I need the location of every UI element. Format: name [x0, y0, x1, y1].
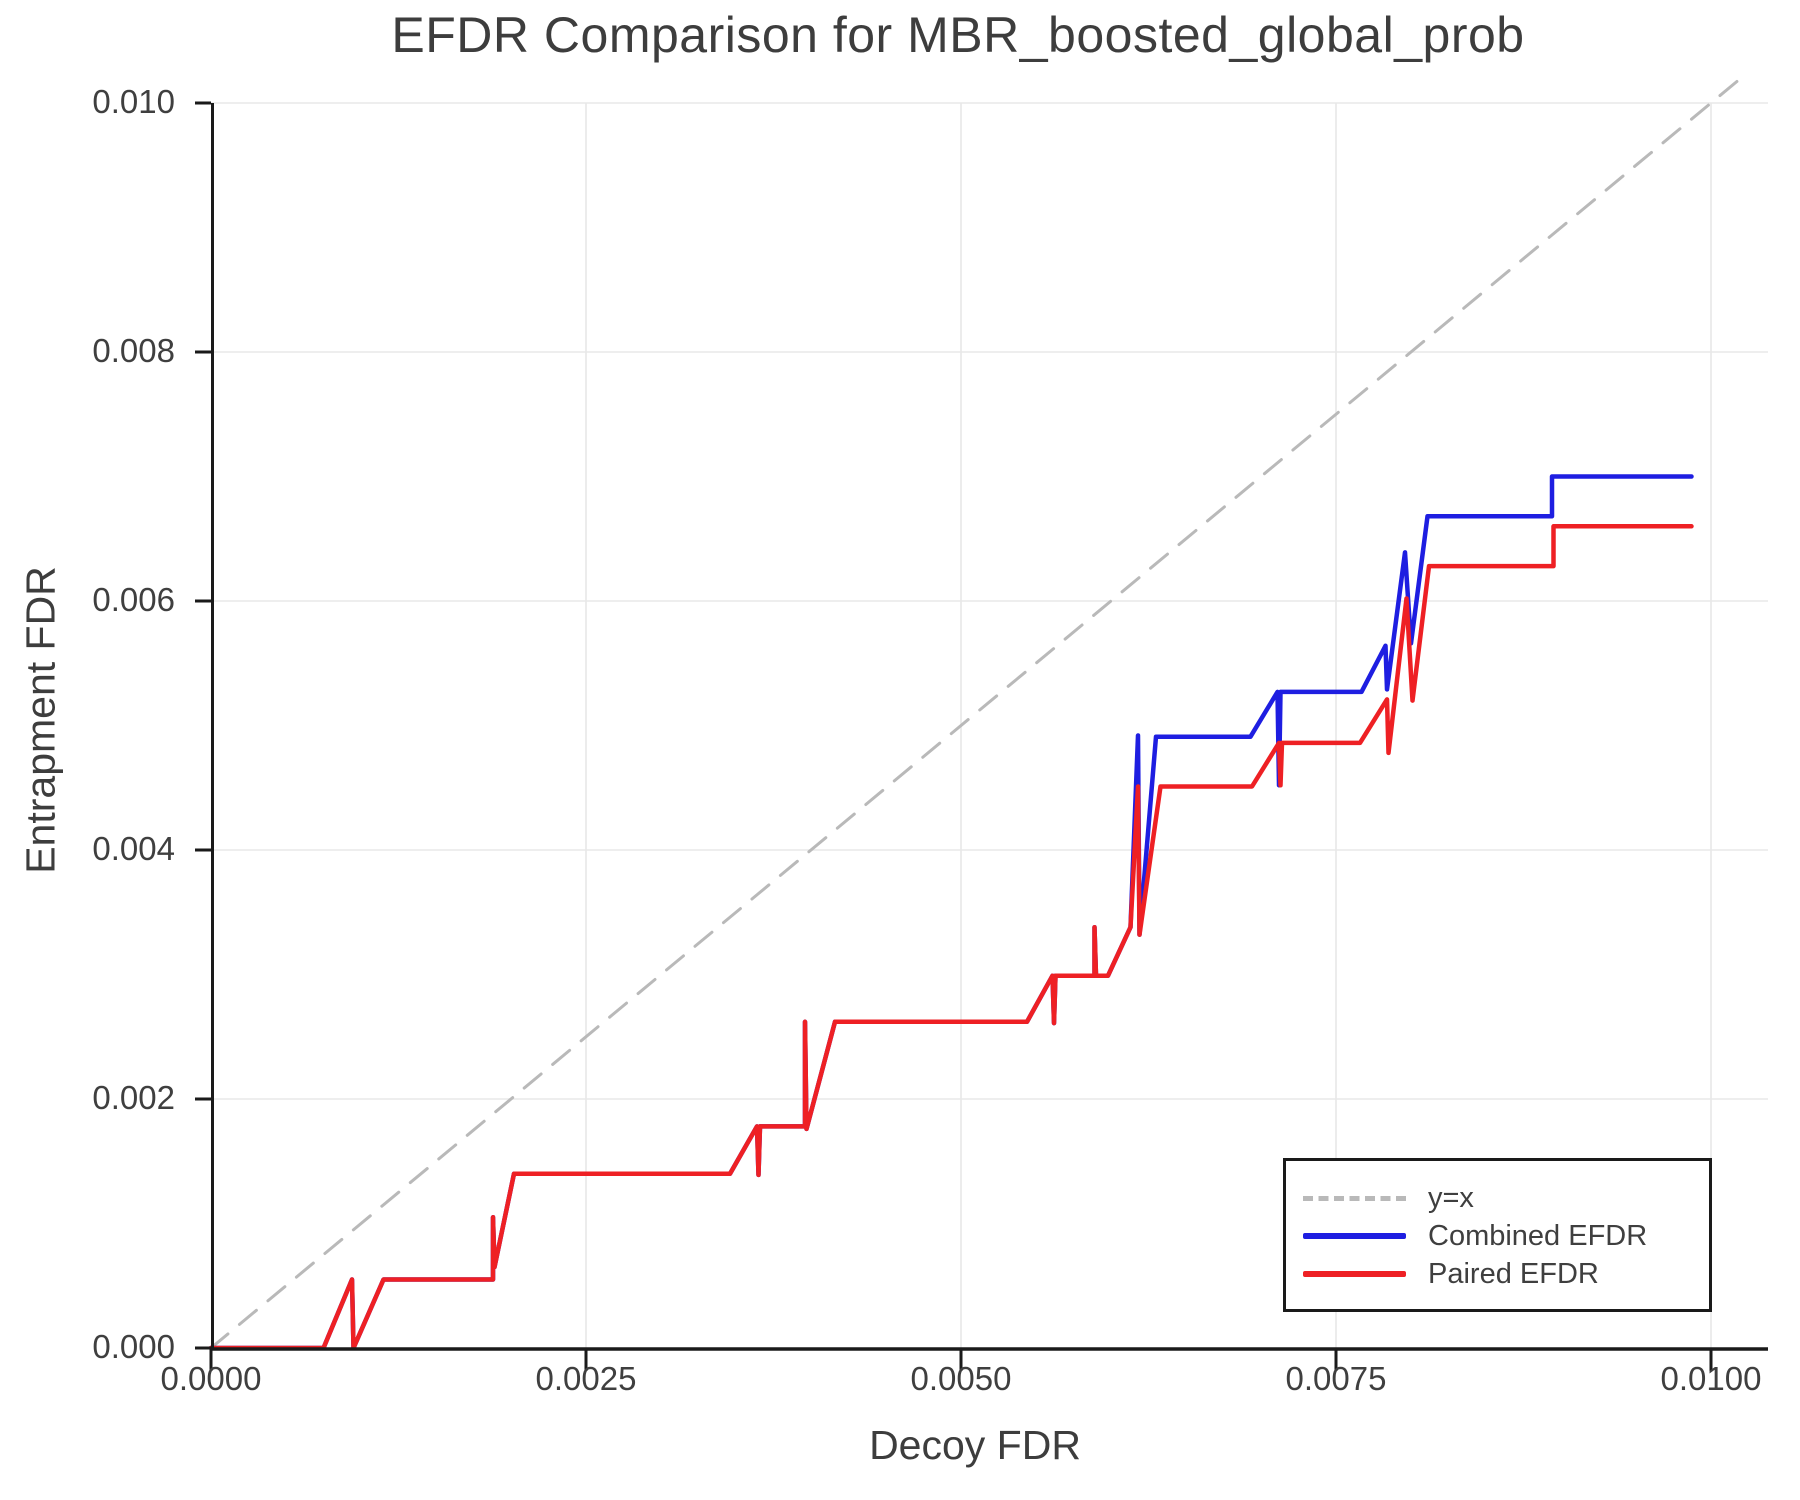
legend-line-sample — [1303, 1271, 1406, 1277]
chart-title: EFDR Comparison for MBR_boosted_global_p… — [391, 7, 1525, 63]
y-tick-label: 0.004 — [92, 830, 175, 868]
y-tick-label: 0.010 — [92, 83, 175, 121]
x-tick-label: 0.0025 — [535, 1360, 637, 1397]
legend: y=x Combined EFDR Paired EFDR — [1283, 1158, 1712, 1312]
y-tick-label: 0.000 — [92, 1328, 175, 1366]
y-axis-title: Entrapment FDR — [17, 566, 64, 874]
y-tick-label: 0.006 — [92, 581, 175, 619]
x-tick-label: 0.0050 — [910, 1360, 1012, 1397]
legend-item: y=x — [1286, 1179, 1709, 1217]
legend-label: Paired EFDR — [1428, 1257, 1599, 1290]
legend-line-sample — [1303, 1233, 1406, 1239]
legend-item: Paired EFDR — [1286, 1255, 1709, 1293]
x-tick-label: 0.0100 — [1660, 1360, 1762, 1397]
legend-item: Combined EFDR — [1286, 1217, 1709, 1255]
legend-label: y=x — [1428, 1181, 1474, 1214]
series-paired-efdr — [208, 524, 1694, 1351]
x-axis-title: Decoy FDR — [869, 1422, 1081, 1468]
x-tick-label: 0.0000 — [160, 1360, 262, 1397]
legend-label: Combined EFDR — [1428, 1219, 1648, 1252]
x-tick-label: 0.0075 — [1285, 1360, 1387, 1397]
y-tick-label: 0.002 — [92, 1079, 175, 1117]
y-tick-label: 0.008 — [92, 332, 175, 370]
legend-line-sample — [1303, 1195, 1406, 1201]
